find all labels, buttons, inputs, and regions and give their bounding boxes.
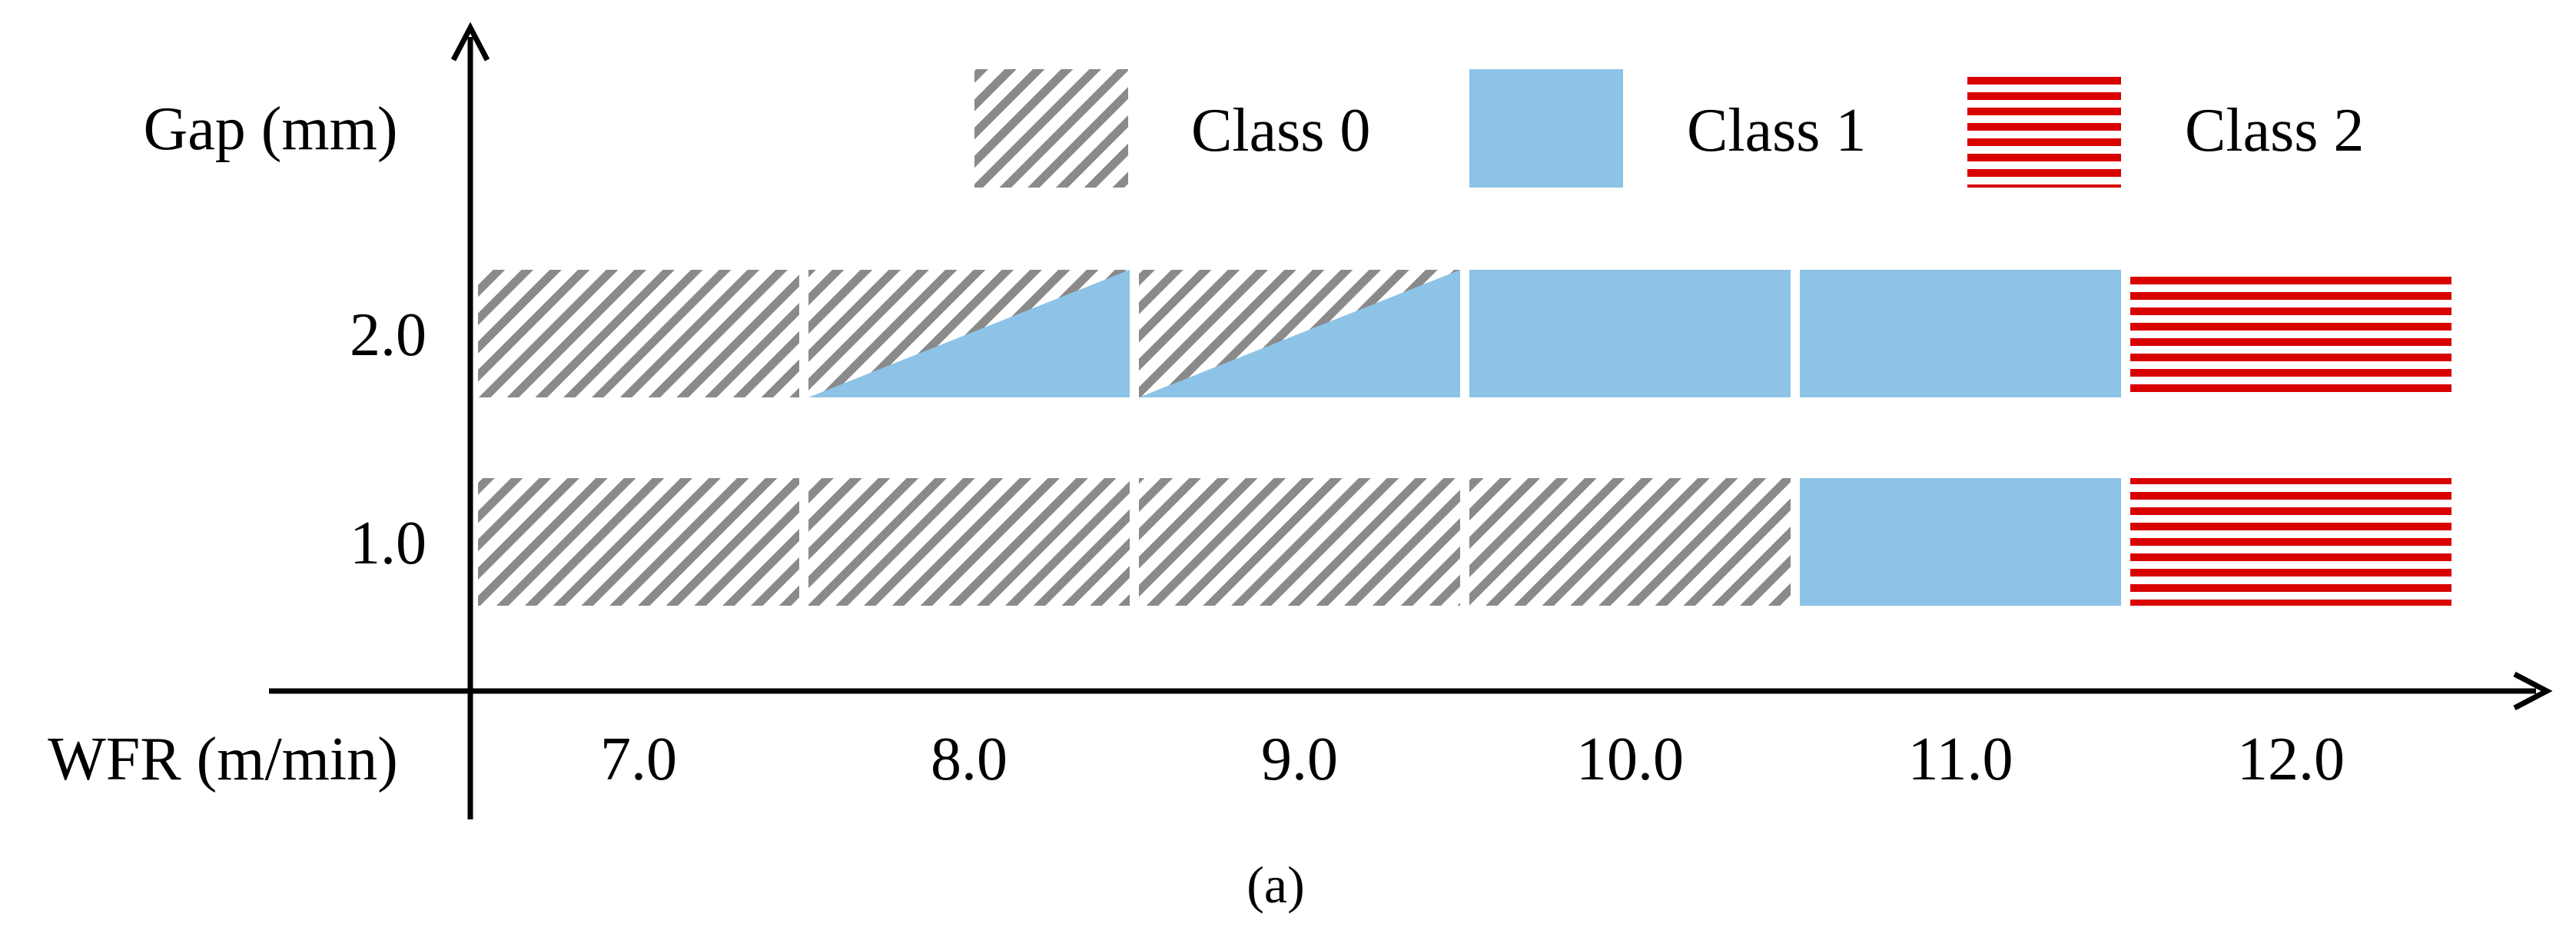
- cell-gap-1-0-wfr-11-0: [1800, 478, 2121, 606]
- x-tick-label-10-0: 10.0: [1576, 726, 1684, 793]
- cell-gap-1-0-wfr-12-0: [2130, 478, 2452, 606]
- y-tick-label-1-0: 1.0: [350, 510, 427, 577]
- legend-swatch-class-1: [1469, 69, 1623, 188]
- legend-label-class-0: Class 0: [1191, 97, 1370, 164]
- figure-caption: (a): [1247, 856, 1304, 914]
- x-tick-label-11-0: 11.0: [1907, 726, 2013, 793]
- x-tick-label-12-0: 12.0: [2237, 726, 2345, 793]
- cell-gap-1-0-wfr-8-0: [808, 478, 1130, 606]
- cell-gap-2-0-wfr-10-0: [1469, 270, 1791, 397]
- y-axis-arrowhead: [450, 22, 490, 61]
- cell-gap-2-0-wfr-11-0: [1800, 270, 2121, 397]
- x-tick-label-8-0: 8.0: [931, 726, 1007, 793]
- cell-gap-2-0-wfr-9-0: [1139, 270, 1460, 397]
- x-axis-title: WFR (m/min): [48, 726, 398, 793]
- legend-label-class-1: Class 1: [1687, 97, 1866, 164]
- legend-label-class-2: Class 2: [2185, 97, 2364, 164]
- cell-gap-1-0-wfr-10-0: [1469, 478, 1791, 606]
- cell-gap-2-0-wfr-8-0: [808, 270, 1130, 397]
- x-tick-label-7-0: 7.0: [600, 726, 677, 793]
- x-tick-label-9-0: 9.0: [1261, 726, 1338, 793]
- cell-gap-2-0-wfr-7-0: [478, 270, 799, 397]
- legend-swatch-class-0: [974, 69, 1128, 188]
- y-axis-title: Gap (mm): [143, 95, 397, 163]
- cell-gap-2-0-wfr-12-0: [2130, 270, 2452, 397]
- cell-gap-1-0-wfr-9-0: [1139, 478, 1460, 606]
- cell-gap-1-0-wfr-7-0: [478, 478, 799, 606]
- cell-gap-2-0-wfr-9-0-class1-region: [1139, 270, 1460, 397]
- x-axis-arrowhead: [2513, 671, 2553, 711]
- plot-cells: [478, 270, 2452, 606]
- tick-labels: 7.0 8.0 9.0 10.0 11.0 12.0 2.0 1.0: [350, 301, 2345, 793]
- legend: Class 0 Class 1 Class 2: [974, 69, 2364, 188]
- cell-gap-2-0-wfr-8-0-class1-region: [808, 270, 1130, 397]
- legend-swatch-class-2: [1967, 69, 2121, 188]
- y-tick-label-2-0: 2.0: [350, 301, 427, 369]
